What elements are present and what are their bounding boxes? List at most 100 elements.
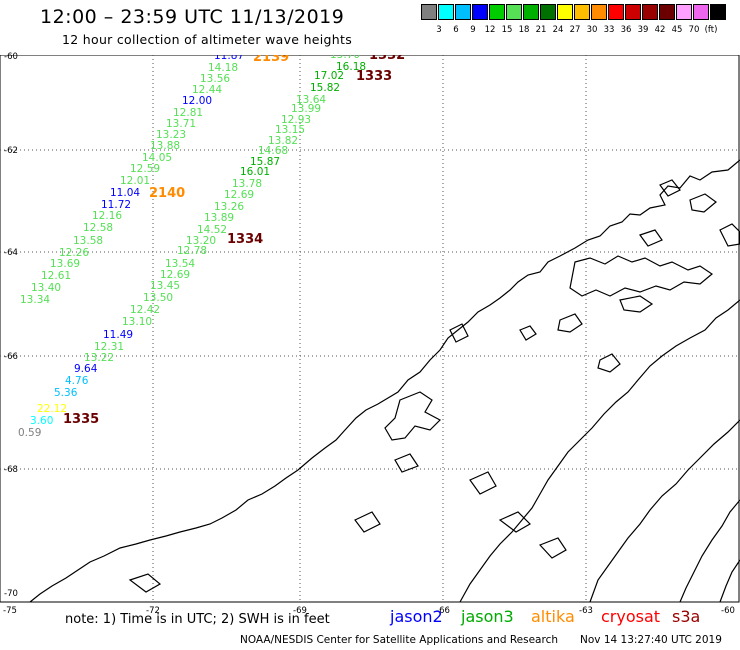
lat-label: -64 — [4, 248, 18, 258]
wave-height-label: 13.45 — [150, 280, 181, 292]
wave-height-label: 13.99 — [291, 103, 322, 115]
wave-height-label: 16.01 — [240, 166, 271, 178]
legend-jason2: jason2 — [390, 607, 443, 626]
color-scale-label: 36 — [620, 25, 632, 35]
wave-height-label: 14.68 — [258, 145, 289, 157]
pass-number-label: 1335 — [63, 412, 100, 427]
pass-number-label: 2139 — [253, 55, 290, 65]
wave-height-label: 11.72 — [101, 199, 132, 211]
wave-height-label: 3.60 — [30, 415, 54, 427]
color-swatch — [472, 4, 488, 20]
legend-cryosat: cryosat — [601, 607, 661, 626]
pass-number-label: 1334 — [227, 232, 264, 247]
color-scale-label: 70 — [688, 25, 700, 35]
wave-height-label: 13.10 — [122, 316, 153, 328]
units-note: note: 1) Time is in UTC; 2) SWH is in fe… — [65, 612, 330, 627]
wave-height-label: 13.54 — [165, 258, 196, 270]
map-title: 12:00 – 23:59 UTC 11/13/2019 — [40, 6, 345, 28]
color-swatch — [540, 4, 556, 20]
basemap — [0, 55, 740, 603]
color-swatch — [574, 4, 590, 20]
wave-height-label: 13.20 — [186, 235, 217, 247]
wave-height-label: 13.69 — [50, 258, 81, 270]
color-scale-label: 42 — [654, 25, 666, 35]
wave-height-label: 13.26 — [214, 201, 245, 213]
legend-altika: altika — [531, 607, 575, 626]
wave-height-label: 12.93 — [281, 114, 312, 126]
lon-label: -75 — [3, 606, 17, 616]
color-scale-label: 3 — [436, 25, 442, 35]
lon-label: -60 — [721, 606, 735, 616]
color-scale-label: 18 — [518, 25, 530, 35]
color-scale-label: 15 — [501, 25, 513, 35]
wave-height-label: 14.05 — [142, 152, 173, 164]
color-swatch — [489, 4, 505, 20]
color-swatch — [693, 4, 709, 20]
wave-height-label: 12.81 — [173, 107, 204, 119]
wave-height-label: 14.52 — [197, 224, 228, 236]
lat-label: -70 — [4, 589, 18, 599]
lat-label: -68 — [4, 465, 18, 475]
wave-height-label: 13.70 — [330, 55, 361, 61]
color-swatch — [523, 4, 539, 20]
pass-number-label: 1333 — [356, 69, 393, 84]
footer-timestamp: Nov 14 13:27:40 UTC 2019 — [580, 634, 722, 646]
wave-height-label: 12.69 — [224, 189, 255, 201]
color-swatch — [591, 4, 607, 20]
wave-height-label: 12.69 — [160, 269, 191, 281]
lat-label: -66 — [4, 352, 18, 362]
wave-height-label: 17.02 — [314, 70, 345, 82]
color-scale-label: 33 — [603, 25, 615, 35]
color-scale-label: 27 — [569, 25, 581, 35]
wave-height-label: 9.64 — [74, 363, 98, 375]
color-scale-unit: (ft) — [704, 25, 718, 35]
pass-number-label: 2140 — [149, 186, 186, 201]
color-scale-label: 6 — [453, 25, 459, 35]
color-swatch — [642, 4, 658, 20]
wave-height-label: 13.22 — [84, 352, 115, 364]
color-swatch — [676, 4, 692, 20]
color-scale-label: 39 — [637, 25, 649, 35]
wave-height-label: 4.76 — [65, 375, 89, 387]
color-swatch — [659, 4, 675, 20]
wave-height-label: 12.00 — [182, 95, 213, 107]
map-frame — [0, 55, 740, 603]
wave-height-label: 13.88 — [150, 140, 181, 152]
lat-label: -60 — [4, 52, 18, 62]
wave-height-label: 22.12 — [37, 403, 68, 415]
wave-height-label: 12.44 — [192, 84, 223, 96]
wave-height-label: 12.58 — [83, 222, 114, 234]
wave-height-label: 14.18 — [208, 62, 239, 74]
coastline — [29, 159, 740, 603]
legend-s3a: s3a — [672, 607, 701, 626]
wave-height-label: 12.78 — [177, 245, 208, 257]
wave-height-label: 13.34 — [20, 294, 51, 306]
color-scale-label: 24 — [552, 25, 564, 35]
wave-height-label: 11.49 — [103, 329, 134, 341]
wave-height-label: 12.26 — [59, 247, 90, 259]
wave-height-label: 13.50 — [143, 292, 174, 304]
graticule — [0, 55, 740, 602]
color-scale-label: 45 — [671, 25, 683, 35]
wave-height-label: 13.64 — [296, 94, 327, 106]
wave-height-label: 13.71 — [166, 118, 197, 130]
wave-height-label: 5.36 — [54, 387, 78, 399]
wave-height-label: 12.42 — [130, 304, 161, 316]
wave-height-label: 13.15 — [275, 124, 306, 136]
color-swatch — [506, 4, 522, 20]
wave-height-label: 12.61 — [41, 270, 72, 282]
wave-height-label: 13.40 — [31, 282, 62, 294]
lat-label: -62 — [4, 146, 18, 156]
footer-credit: NOAA/NESDIS Center for Satellite Applica… — [240, 634, 558, 646]
wave-height-label: 15.87 — [250, 156, 281, 168]
color-swatch — [625, 4, 641, 20]
wave-height-label: 11.87 — [214, 55, 245, 62]
wave-height-label: 11.04 — [110, 187, 141, 199]
lon-label: -63 — [579, 606, 593, 616]
color-swatch — [421, 4, 437, 20]
wave-height-label: 13.56 — [200, 73, 231, 85]
wave-height-label: 13.58 — [73, 235, 104, 247]
lon-label: -66 — [436, 606, 450, 616]
color-swatch — [438, 4, 454, 20]
color-swatch — [608, 4, 624, 20]
